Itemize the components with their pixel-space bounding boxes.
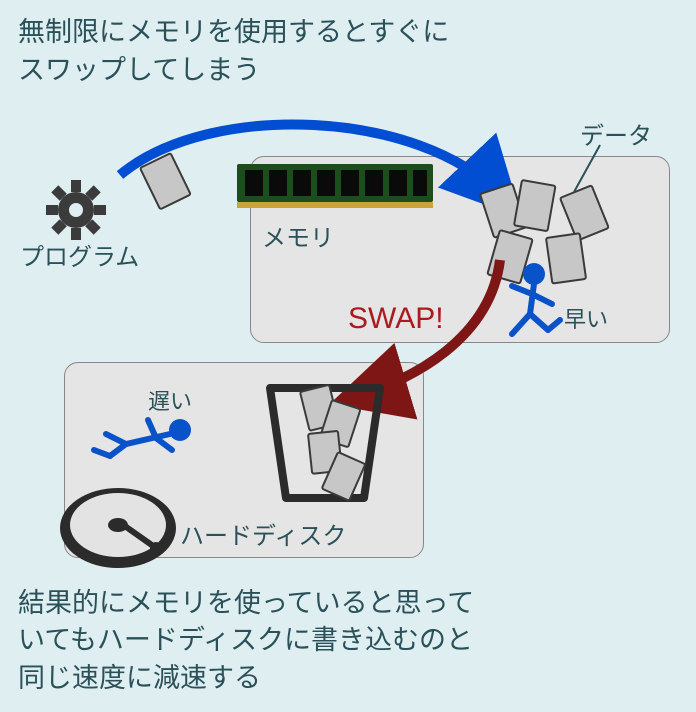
label-harddisk: ハードディスク xyxy=(180,516,346,551)
caption-bottom-line2: いてもハードディスクに書き込むのと xyxy=(18,625,473,655)
label-slow: 遅い xyxy=(148,384,192,416)
label-swap: SWAP! xyxy=(348,302,444,336)
caption-bottom-line3: 同じ速度に減速する xyxy=(18,663,261,693)
caption-top-line2: スワップしてしまう xyxy=(18,55,260,85)
label-fast: 早い xyxy=(564,302,608,334)
page-icon xyxy=(140,153,191,209)
label-data: データ xyxy=(580,116,652,151)
caption-top-line1: 無制限にメモリを使用するとすぐに xyxy=(18,17,449,47)
caption-top: 無制限にメモリを使用するとすぐに スワップしてしまう xyxy=(18,14,449,90)
caption-bottom-line1: 結果的にメモリを使っていると思って xyxy=(18,588,474,618)
label-program: プログラム xyxy=(20,237,139,272)
label-memory: メモリ xyxy=(262,218,334,253)
caption-bottom: 結果的にメモリを使っていると思って いてもハードディスクに書き込むのと 同じ速度… xyxy=(18,585,474,698)
